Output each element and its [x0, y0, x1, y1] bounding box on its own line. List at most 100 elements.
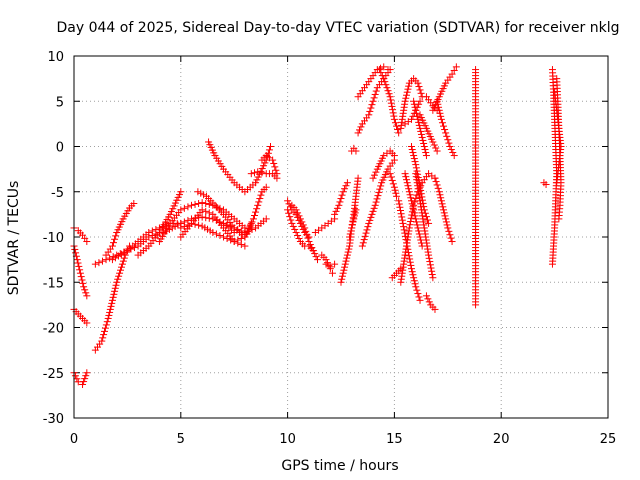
data-point-marker	[370, 171, 378, 179]
data-point-marker	[148, 227, 156, 235]
data-point-marker	[79, 381, 87, 389]
data-point-marker	[404, 85, 412, 93]
data-point-marker	[435, 103, 443, 111]
data-point-marker	[111, 287, 119, 295]
data-point-marker	[417, 89, 425, 97]
data-point-marker	[385, 90, 393, 98]
data-point-marker	[103, 318, 111, 326]
data-point-marker	[220, 219, 228, 227]
data-point-marker	[98, 337, 106, 345]
data-point-marker	[111, 284, 119, 292]
data-point-marker	[285, 200, 293, 208]
data-point-marker	[270, 159, 278, 167]
data-point-marker	[366, 216, 374, 224]
data-point-marker	[127, 245, 135, 253]
data-point-marker	[425, 298, 433, 306]
data-point-marker	[227, 222, 235, 230]
data-point-marker	[343, 254, 351, 262]
data-point-marker	[428, 270, 436, 278]
data-point-marker	[429, 274, 437, 282]
y-tick-label: -10	[43, 231, 64, 246]
data-point-marker	[441, 212, 449, 220]
data-point-marker	[198, 213, 206, 221]
data-point-marker	[443, 221, 451, 229]
data-point-marker	[102, 256, 110, 264]
data-point-marker	[273, 170, 281, 178]
data-point-marker	[410, 277, 418, 285]
y-tick-label: -25	[43, 367, 64, 382]
data-point-marker	[187, 201, 195, 209]
data-point-marker	[409, 271, 417, 279]
data-point-marker	[338, 275, 346, 283]
axis-ticks: 0 5 10 15 20 25 10 5 0 -5 -10 -15 -20 -25 -30	[43, 50, 617, 447]
data-point-marker	[117, 266, 125, 274]
data-point-marker	[336, 198, 344, 206]
data-point-marker	[341, 185, 349, 193]
data-point-marker	[130, 200, 138, 208]
data-point-marker	[195, 200, 203, 208]
data-point-marker	[390, 183, 398, 191]
data-point-marker	[364, 223, 372, 231]
data-point-marker	[411, 158, 419, 166]
data-point-marker	[363, 226, 371, 234]
data-point-marker	[100, 331, 108, 339]
y-tick-label: 5	[56, 95, 64, 110]
data-point-marker	[445, 227, 453, 235]
data-point-marker	[202, 214, 210, 222]
data-point-marker	[410, 97, 418, 105]
data-point-marker	[113, 278, 121, 286]
data-point-marker	[376, 185, 384, 193]
data-point-marker	[292, 228, 300, 236]
data-point-marker	[369, 174, 377, 182]
data-point-marker	[372, 87, 380, 95]
data-point-marker	[374, 192, 382, 200]
x-tick-label: 20	[493, 432, 510, 447]
y-tick-label: -5	[51, 186, 64, 201]
data-point-marker	[248, 218, 256, 226]
data-point-marker	[422, 292, 430, 300]
data-point-marker	[194, 188, 202, 196]
data-point-marker	[408, 146, 416, 154]
data-point-marker	[356, 126, 364, 134]
data-point-marker	[115, 272, 123, 280]
data-point-marker	[299, 221, 307, 229]
data-point-marker	[437, 197, 445, 205]
data-point-marker	[191, 200, 199, 208]
data-point-marker	[108, 296, 116, 304]
data-point-marker	[250, 169, 258, 177]
data-point-marker	[99, 334, 107, 342]
data-point-marker	[414, 224, 422, 232]
data-point-marker	[407, 214, 415, 222]
data-point-marker	[163, 227, 171, 235]
data-point-marker	[117, 263, 125, 271]
data-point-marker	[286, 203, 294, 211]
data-point-marker	[449, 149, 457, 157]
data-point-marker	[71, 245, 79, 253]
data-point-marker	[375, 66, 383, 74]
data-point-marker	[102, 321, 110, 329]
data-point-marker	[119, 257, 127, 265]
data-point-marker	[256, 195, 264, 203]
data-point-marker	[111, 235, 119, 243]
data-point-marker	[421, 146, 429, 154]
data-point-marker	[91, 260, 99, 268]
data-point-marker	[247, 221, 255, 229]
data-point-marker	[392, 189, 400, 197]
data-point-marker	[404, 249, 412, 257]
x-tick-label: 10	[279, 432, 296, 447]
data-point-marker	[262, 183, 270, 191]
data-point-marker	[437, 115, 445, 123]
data-point-marker	[326, 263, 334, 271]
data-point-marker	[447, 234, 455, 242]
data-point-marker	[109, 293, 117, 301]
data-point-marker	[371, 90, 379, 98]
data-point-marker	[407, 194, 415, 202]
data-point-marker	[378, 72, 386, 80]
data-point-marker	[323, 259, 331, 267]
data-point-marker	[434, 100, 442, 108]
data-point-marker	[312, 253, 320, 261]
data-point-marker	[177, 188, 185, 196]
data-point-marker	[160, 228, 168, 236]
data-point-marker	[406, 258, 414, 266]
data-point-marker	[101, 327, 109, 335]
